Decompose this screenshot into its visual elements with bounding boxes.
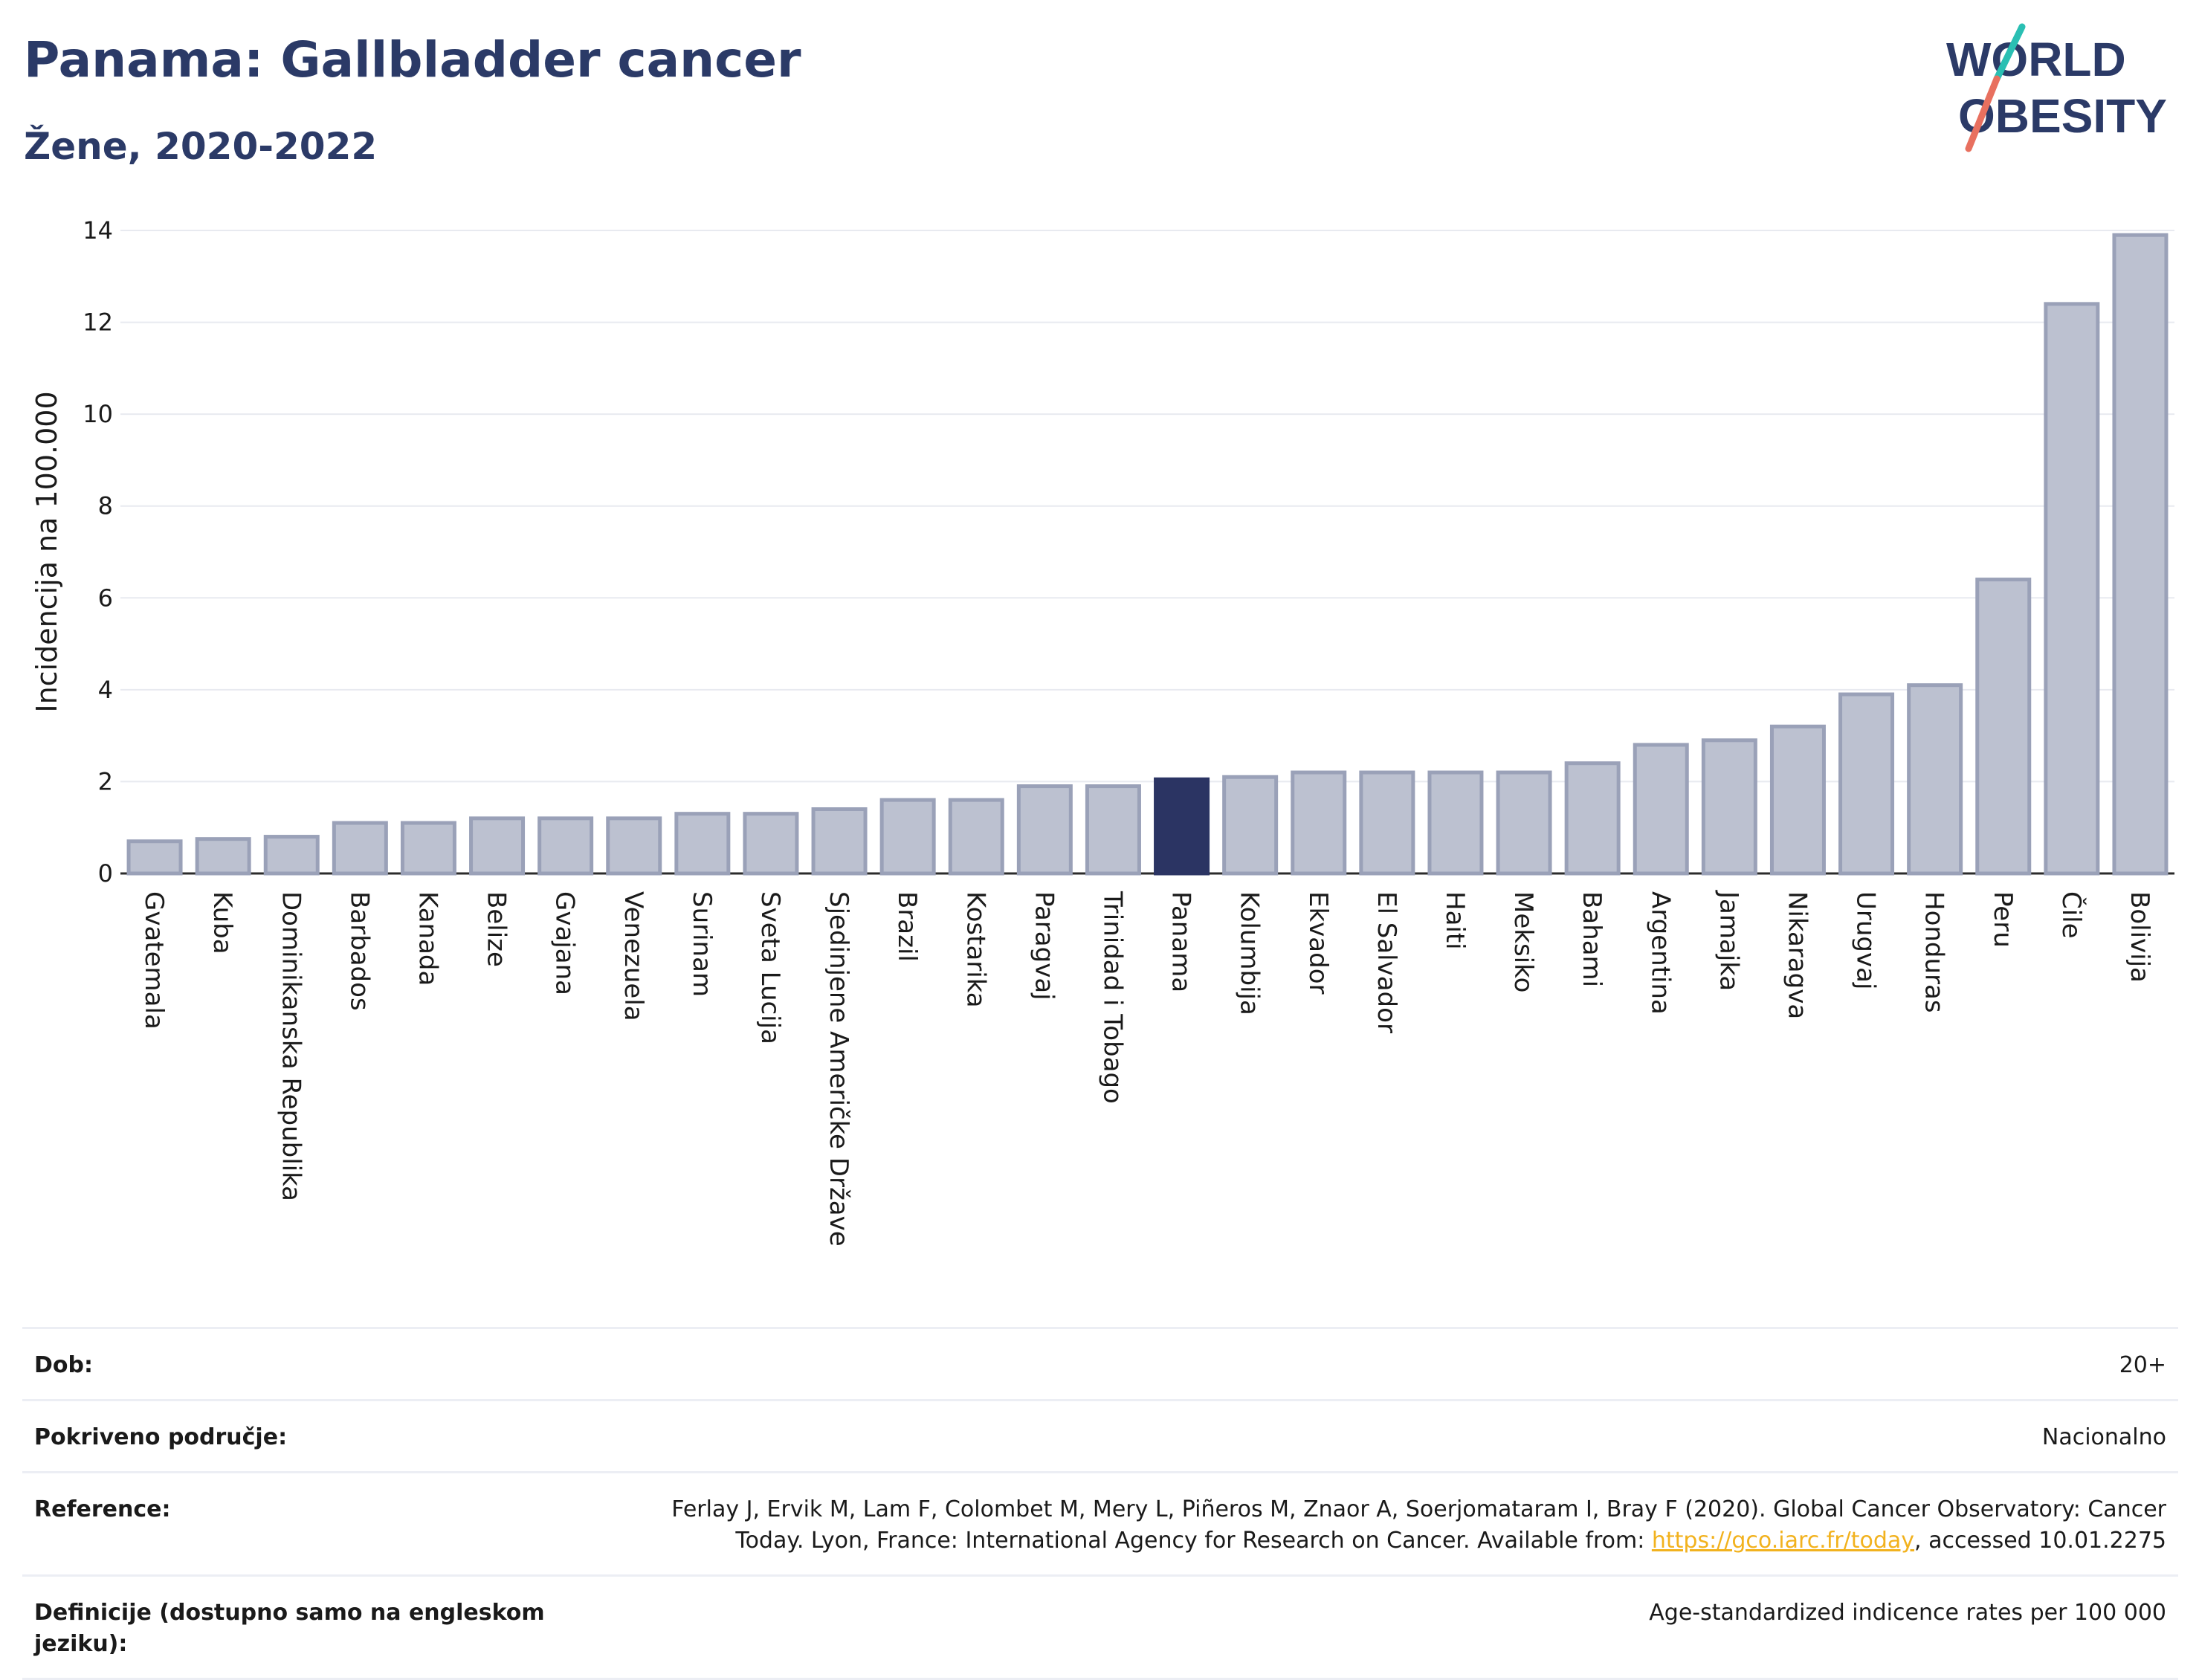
bar	[1564, 761, 1621, 876]
bar	[1427, 770, 1484, 876]
x-tick-label: Čile	[2056, 891, 2087, 939]
y-axis-label: Incidencija na 100.000	[30, 391, 63, 712]
x-tick-label: Dominikanska Republika	[276, 891, 306, 1201]
x-tick-label: Belize	[482, 891, 511, 967]
y-tick-label: 0	[98, 859, 113, 888]
bar-chart: 0 2 4 6 8 10 12 14 Gvatemala Kuba Dominikanska Re…	[30, 216, 2174, 1247]
coverage-value: Nacionalno	[2041, 1424, 2166, 1450]
bar	[2112, 233, 2169, 876]
bar	[1016, 784, 1073, 876]
y-tick-label: 14	[83, 216, 113, 245]
x-tick-label: Panama	[1166, 891, 1196, 992]
bar	[1838, 692, 1895, 876]
bars	[126, 233, 2169, 876]
x-tick-label: Brazil	[892, 891, 922, 962]
bar	[263, 835, 320, 876]
age-label: Dob:	[34, 1352, 93, 1378]
bar	[332, 821, 388, 876]
reference-text: Ferlay J, Ervik M, Lam F, Colombet M, Me…	[671, 1496, 2166, 1554]
bar	[1633, 743, 1689, 876]
x-tick-label: Trinidad i Tobago	[1097, 891, 1127, 1104]
x-tick-label: Kuba	[207, 891, 237, 954]
bar	[469, 816, 526, 876]
x-tick-label: Gvajana	[550, 891, 580, 995]
x-tick-label: Gvatemala	[139, 891, 169, 1030]
logo-line1: WORLD	[1946, 33, 2126, 86]
y-tick-label: 2	[98, 767, 113, 795]
meta-row-coverage: Pokriveno područje: Nacionalno	[22, 1399, 2178, 1471]
bar	[537, 816, 594, 876]
bar	[1907, 683, 1963, 876]
meta-row-age: Dob: 20+	[22, 1327, 2178, 1399]
bar-highlight	[1154, 777, 1210, 876]
x-tick-label: Bahami	[1577, 891, 1607, 987]
bar	[1359, 770, 1415, 876]
reference-value: Ferlay J, Ervik M, Lam F, Colombet M, Me…	[635, 1494, 2166, 1557]
x-tick-label: Kostarika	[960, 891, 990, 1008]
meta-row-reference: Reference: Ferlay J, Ervik M, Lam F, Col…	[22, 1471, 2178, 1574]
coverage-label: Pokriveno područje:	[34, 1424, 288, 1450]
bar	[1085, 784, 1141, 876]
meta-row-definition: Definicije (dostupno samo na engleskom j…	[22, 1574, 2178, 1680]
y-tick-label: 8	[98, 492, 113, 520]
page-title: Panama: Gallbladder cancer	[24, 31, 801, 88]
x-tick-label: Ekvador	[1303, 891, 1333, 995]
bar	[1701, 738, 1757, 876]
bar	[606, 816, 662, 876]
x-tick-label: Bolivija	[2125, 891, 2154, 983]
bar	[743, 812, 799, 876]
x-tick-label: Argentina	[1645, 891, 1675, 1015]
world-obesity-logo: WORLD OBESITY	[1946, 23, 2167, 152]
bar	[1222, 775, 1279, 876]
definition-label: Definicije (dostupno samo na engleskom j…	[34, 1600, 545, 1657]
reference-label: Reference:	[34, 1496, 171, 1522]
x-tick-label: Paragvaj	[1029, 891, 1059, 1001]
y-tick-label: 10	[83, 400, 113, 428]
reference-tail: , accessed 10.01.2275	[1914, 1528, 2166, 1554]
bar	[400, 821, 456, 876]
x-tick-label: Kanada	[413, 891, 442, 986]
bar	[126, 839, 183, 876]
bar	[2044, 302, 2100, 876]
y-axis-ticks: 0 2 4 6 8 10 12 14	[83, 216, 113, 888]
logo-line2: OBESITY	[1958, 89, 2167, 143]
bar	[948, 798, 1004, 876]
bar	[1769, 724, 1826, 876]
gridlines	[120, 230, 2174, 875]
y-tick-label: 12	[83, 308, 113, 337]
x-tick-label: Surinam	[687, 891, 717, 997]
x-tick-label: El Salvador	[1372, 891, 1401, 1033]
logo-slash-top	[1993, 23, 2026, 83]
x-tick-label: Jamajka	[1714, 890, 1743, 991]
x-tick-label: Meksiko	[1508, 891, 1538, 992]
x-tick-label: Peru	[1988, 891, 2018, 948]
x-tick-label: Honduras	[1919, 891, 1949, 1013]
age-value: 20+	[2119, 1352, 2166, 1378]
metadata-table: Dob: 20+ Pokriveno područje: Nacionalno …	[22, 1327, 2178, 1680]
x-axis-labels: Gvatemala Kuba Dominikanska Republika Barba…	[139, 890, 2154, 1247]
bar	[1496, 770, 1552, 876]
bar	[195, 837, 251, 876]
y-tick-label: 6	[98, 584, 113, 612]
x-tick-label: Kolumbija	[1235, 891, 1265, 1015]
x-tick-label: Venezuela	[619, 891, 648, 1021]
x-tick-label: Haiti	[1440, 891, 1470, 950]
bar	[1291, 770, 1347, 876]
bar	[1975, 578, 2032, 876]
bar	[879, 798, 936, 876]
logo-slash-bottom	[1965, 75, 2001, 152]
definition-value: Age-standardized indicence rates per 100…	[1649, 1600, 2166, 1626]
reference-link[interactable]: https://gco.iarc.fr/today	[1651, 1528, 1915, 1554]
x-tick-label: Sveta Lucija	[755, 891, 785, 1044]
x-tick-label: Sjedinjene Američke Države	[824, 891, 853, 1247]
x-tick-label: Barbados	[344, 891, 374, 1011]
bar	[811, 807, 868, 876]
bar	[674, 812, 731, 876]
y-tick-label: 4	[98, 676, 113, 704]
x-tick-label: Nikaragva	[1782, 891, 1812, 1019]
x-tick-label: Urugvaj	[1851, 891, 1881, 989]
page-subtitle: Žene, 2020-2022	[24, 125, 378, 168]
